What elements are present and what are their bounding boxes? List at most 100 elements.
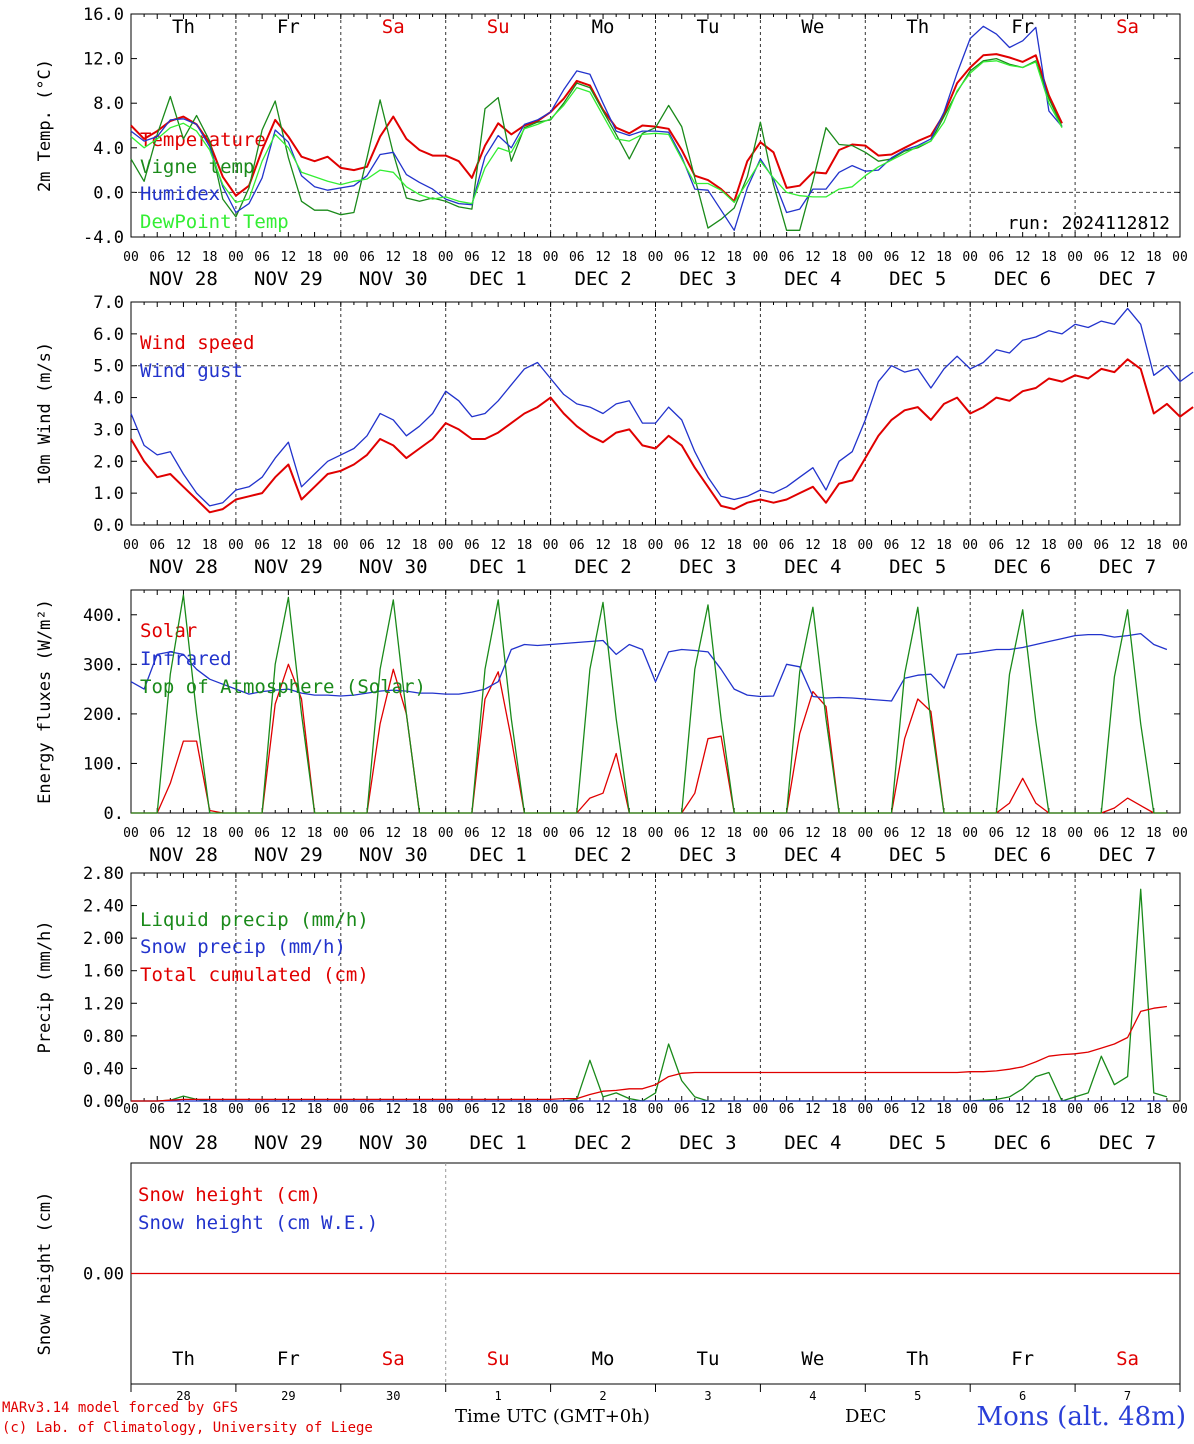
weekday-label: Tu xyxy=(697,16,720,38)
hour-tick-label: 18 xyxy=(517,538,533,553)
y-tick-label: 200. xyxy=(83,705,124,725)
y-tick-label: 8.0 xyxy=(93,94,124,114)
day-number-label: 28 xyxy=(176,1389,190,1403)
date-label: NOV 29 xyxy=(254,556,323,578)
hour-tick-label: 00 xyxy=(1067,250,1083,265)
hour-tick-label: 18 xyxy=(517,1102,533,1117)
weekday-label: Th xyxy=(172,16,195,38)
hour-tick-label: 06 xyxy=(464,538,480,553)
hour-tick-label: 06 xyxy=(359,538,375,553)
legend-entry: Snow precip (mm/h) xyxy=(140,936,346,958)
date-label: NOV 28 xyxy=(149,268,218,290)
hour-tick-label: 06 xyxy=(989,538,1005,553)
date-label: DEC 1 xyxy=(470,556,527,578)
weekday-label: Sa xyxy=(1116,16,1139,38)
y-tick-label: 0. xyxy=(104,804,124,824)
day-number-label: 2 xyxy=(599,1389,606,1403)
hour-tick-label: 12 xyxy=(176,538,192,553)
legend-entry: Infrared xyxy=(140,648,232,670)
hour-tick-label: 00 xyxy=(648,826,664,841)
hour-tick-label: 18 xyxy=(621,538,637,553)
weekday-label: Th xyxy=(172,1348,195,1370)
y-tick-label: 4.0 xyxy=(93,139,124,159)
day-number-label: 1 xyxy=(495,1389,502,1403)
y-tick-label: -4.0 xyxy=(83,228,124,248)
weekday-label: Th xyxy=(906,1348,929,1370)
hour-tick-label: 00 xyxy=(543,250,559,265)
hour-tick-label: 06 xyxy=(464,250,480,265)
hour-tick-label: 00 xyxy=(438,1102,454,1117)
hour-tick-label: 12 xyxy=(910,538,926,553)
y-tick-label: 0.80 xyxy=(83,1027,124,1047)
weekday-label: Fr xyxy=(277,16,300,38)
legend-entry: Liquid precip (mm/h) xyxy=(140,909,369,931)
hour-tick-label: 00 xyxy=(1067,1102,1083,1117)
series-line-wind-gust xyxy=(130,307,1194,507)
hour-tick-label: 18 xyxy=(936,1102,952,1117)
hour-tick-label: 12 xyxy=(595,1102,611,1117)
panel-frame xyxy=(130,301,1181,526)
y-axis-label: 10m Wind (m/s) xyxy=(35,342,55,485)
y-axis-label: Energy fluxes (W/m²) xyxy=(35,599,55,804)
hour-tick-label: 18 xyxy=(202,250,218,265)
hour-tick-label: 18 xyxy=(517,826,533,841)
hour-tick-label: 12 xyxy=(281,1102,297,1117)
date-label: DEC 2 xyxy=(574,1132,631,1154)
hour-tick-label: 00 xyxy=(543,538,559,553)
hour-tick-label: 00 xyxy=(753,1102,769,1117)
date-label: DEC 6 xyxy=(994,1132,1051,1154)
hour-tick-label: 00 xyxy=(333,538,349,553)
date-label: DEC 7 xyxy=(1099,1132,1156,1154)
hour-tick-label: 00 xyxy=(962,538,978,553)
weekday-label: Su xyxy=(487,1348,510,1370)
day-number-label: 5 xyxy=(914,1389,921,1403)
hour-tick-label: 12 xyxy=(490,250,506,265)
hour-tick-label: 18 xyxy=(412,538,428,553)
hour-tick-label: 00 xyxy=(333,1102,349,1117)
date-label: NOV 30 xyxy=(359,1132,428,1154)
day-number-label: 30 xyxy=(386,1389,400,1403)
hour-tick-label: 06 xyxy=(674,538,690,553)
date-label: NOV 29 xyxy=(254,268,323,290)
hour-tick-label: 18 xyxy=(726,826,742,841)
hour-tick-label: 00 xyxy=(857,826,873,841)
hour-tick-label: 00 xyxy=(123,538,139,553)
date-label: DEC 5 xyxy=(889,844,946,866)
hour-tick-label: 00 xyxy=(1172,1102,1188,1117)
hour-tick-label: 00 xyxy=(1172,826,1188,841)
y-tick-label: 2.0 xyxy=(93,452,124,472)
hour-tick-label: 00 xyxy=(1067,826,1083,841)
hour-tick-label: 12 xyxy=(595,538,611,553)
hour-tick-label: 12 xyxy=(700,538,716,553)
hour-tick-label: 12 xyxy=(1120,538,1136,553)
date-label: DEC 2 xyxy=(574,268,631,290)
y-tick-label: 2.00 xyxy=(83,929,124,949)
hour-tick-label: 18 xyxy=(831,826,847,841)
run-annotation: run: 2024112812 xyxy=(1007,213,1170,234)
date-label: NOV 30 xyxy=(359,268,428,290)
hour-tick-label: 06 xyxy=(779,1102,795,1117)
y-tick-label: 0.0 xyxy=(93,516,124,536)
station-name: Mons (alt. 48m) xyxy=(976,1402,1186,1432)
legend-entry: Top of Atmosphere (Solar) xyxy=(140,676,426,698)
hour-tick-label: 06 xyxy=(674,250,690,265)
hour-tick-label: 12 xyxy=(176,250,192,265)
hour-tick-label: 12 xyxy=(910,1102,926,1117)
date-label: DEC 2 xyxy=(574,844,631,866)
hour-tick-label: 00 xyxy=(438,538,454,553)
hour-tick-label: 00 xyxy=(857,538,873,553)
date-label: DEC 3 xyxy=(679,556,736,578)
hour-tick-label: 18 xyxy=(831,1102,847,1117)
hour-tick-label: 18 xyxy=(726,1102,742,1117)
hour-tick-label: 00 xyxy=(438,826,454,841)
hour-tick-label: 18 xyxy=(1041,250,1057,265)
y-tick-label: 100. xyxy=(83,754,124,774)
date-label: NOV 29 xyxy=(254,844,323,866)
hour-tick-label: 12 xyxy=(700,1102,716,1117)
hour-tick-label: 00 xyxy=(857,250,873,265)
hour-tick-label: 06 xyxy=(359,826,375,841)
hour-tick-label: 06 xyxy=(674,1102,690,1117)
hour-tick-label: 12 xyxy=(910,826,926,841)
